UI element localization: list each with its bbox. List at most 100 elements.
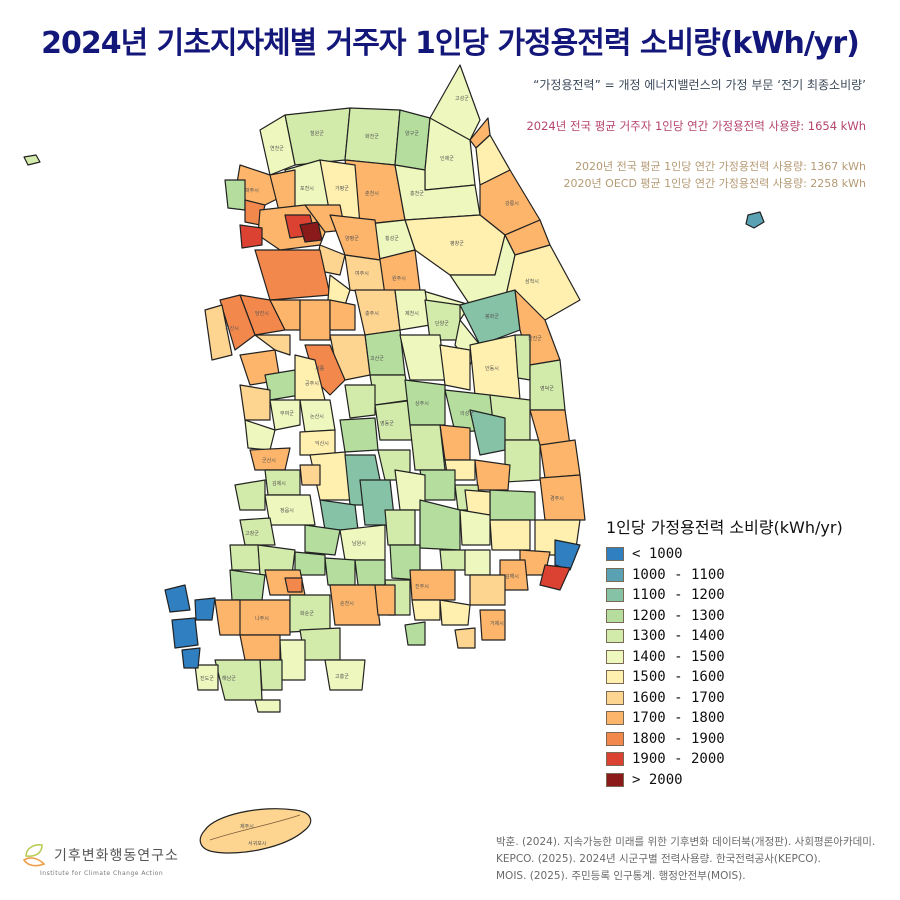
legend-swatch [606,690,624,705]
svg-text:거제시: 거제시 [490,620,504,627]
region-goseong-gn [439,599,471,626]
legend-label: 1900 - 2000 [632,751,725,768]
legend-title: 1인당 가정용전력 소비량(kWh/yr) [606,518,843,537]
svg-text:철원군: 철원군 [310,130,324,137]
legend-item: 1300 - 1400 [606,626,843,647]
region-sinan-4 [181,647,201,669]
region-sunchang [304,524,341,556]
region-cheonan [299,299,331,341]
region-haman [464,549,491,576]
svg-text:삼척시: 삼척시 [525,278,539,285]
region-namhae [404,621,426,646]
logo-subtitle: Institute for Climate Change Action [40,870,164,877]
region-ganghwa [224,179,246,211]
svg-text:인제군: 인제군 [440,155,454,162]
legend-label: 1200 - 1300 [632,607,725,624]
region-gurye [354,559,386,586]
region-geoje [479,609,506,641]
region-yesan [254,334,291,356]
region-gijang [554,539,581,571]
svg-text:서귀포시: 서귀포시 [248,840,266,847]
region-boryeong [239,384,271,421]
region-gokseong [324,557,356,586]
region-imsil [319,499,359,531]
svg-text:봉화군: 봉화군 [485,314,499,320]
region-tongyeong [454,627,476,649]
region-gwangju-core [284,577,303,593]
svg-text:단양군: 단양군 [435,320,449,327]
region-gyeongju [539,474,586,521]
svg-text:고성군: 고성군 [455,95,469,102]
region-yeonggwang [229,544,261,571]
page-title: 2024년 기초지자체별 거주자 1인당 가정용전력 소비량(kWh/yr) [41,26,860,61]
legend-item: 1800 - 1900 [606,729,843,750]
legend-swatch [606,731,624,746]
svg-text:군산시: 군산시 [262,457,276,464]
region-yecheon [439,344,471,391]
region-buyeo [269,399,301,431]
region-okcheon [344,384,376,419]
region-daegu [474,459,511,491]
svg-text:의성군: 의성군 [460,410,474,417]
svg-text:춘천시: 춘천시 [365,190,379,197]
svg-text:고창군: 고창군 [245,530,259,537]
leaf-logo-icon [22,844,46,867]
region-gochang [239,517,276,546]
svg-text:제천시: 제천시 [405,310,419,317]
region-changwon [469,574,506,606]
region-danyang [424,299,461,341]
svg-text:횡성군: 횡성군 [385,235,399,242]
svg-text:김제시: 김제시 [272,480,286,487]
region-jeongeup [264,494,316,526]
national-average-2024-note: 2024년 전국 평균 거주자 1인당 연간 가정용전력 사용량: 1654 k… [526,119,866,133]
legend-item: 1100 - 1200 [606,585,843,606]
region-hamyang [384,509,416,546]
svg-text:영동군: 영동군 [380,420,394,427]
legend-item: 1700 - 1800 [606,708,843,729]
svg-text:연천군: 연천군 [270,145,284,152]
svg-text:안동시: 안동시 [485,365,499,372]
svg-text:부여군: 부여군 [280,410,294,417]
region-wando [254,699,281,713]
region-incheon [239,224,263,249]
legend-label: 1400 - 1500 [632,648,725,665]
svg-text:공주시: 공주시 [305,381,319,387]
region-mungyeong [399,334,446,381]
svg-text:화순군: 화순군 [300,610,314,617]
reference-2: KEPCO. (2025). 2024년 시군구별 전력사용량. 한국전력공사(… [496,853,821,865]
svg-text:제주시: 제주시 [240,823,254,830]
svg-text:정읍시: 정읍시 [280,507,294,514]
region-uiryeong [439,549,466,571]
definition-note: “가정용전력” = 개정 에너지밸런스의 가정 부문 ‘전기 최종소비량’ [533,78,866,92]
region-baengnyeong [23,154,41,166]
svg-text:당진시: 당진시 [255,310,269,317]
region-seocheon [244,419,276,451]
legend-swatch [606,547,624,562]
legend-swatch [606,588,624,603]
region-yanggu [394,109,431,171]
legend-swatch [606,608,624,623]
region-gunwi [469,409,506,456]
region-sinan-1 [164,584,191,613]
region-yeongcheon [504,439,541,483]
legend-label: 1600 - 1700 [632,689,725,706]
legend-label: 1800 - 1900 [632,730,725,747]
legend-label: 1700 - 1800 [632,710,725,727]
svg-text:상주시: 상주시 [415,400,429,407]
region-boeun [369,374,411,406]
region-yeongdeok [529,359,566,411]
legend-item: 1600 - 1700 [606,688,843,709]
logo-name: 기후변화행동연구소 [54,848,179,864]
svg-text:충주시: 충주시 [365,310,379,317]
legend-item: 1500 - 1600 [606,667,843,688]
region-damyang [294,551,326,576]
region-changnyeong [459,509,491,546]
region-jeonju [299,464,321,486]
national-average-2020-note: 2020년 전국 평균 1인당 연간 가정용전력 사용량: 1367 kWh [575,160,866,173]
region-gimcheon [409,424,446,471]
legend-label: 1100 - 1200 [632,587,725,604]
region-jinju [409,569,456,601]
legend-swatch [606,772,624,787]
svg-text:양평군: 양평군 [345,235,359,242]
region-busan [539,564,571,591]
